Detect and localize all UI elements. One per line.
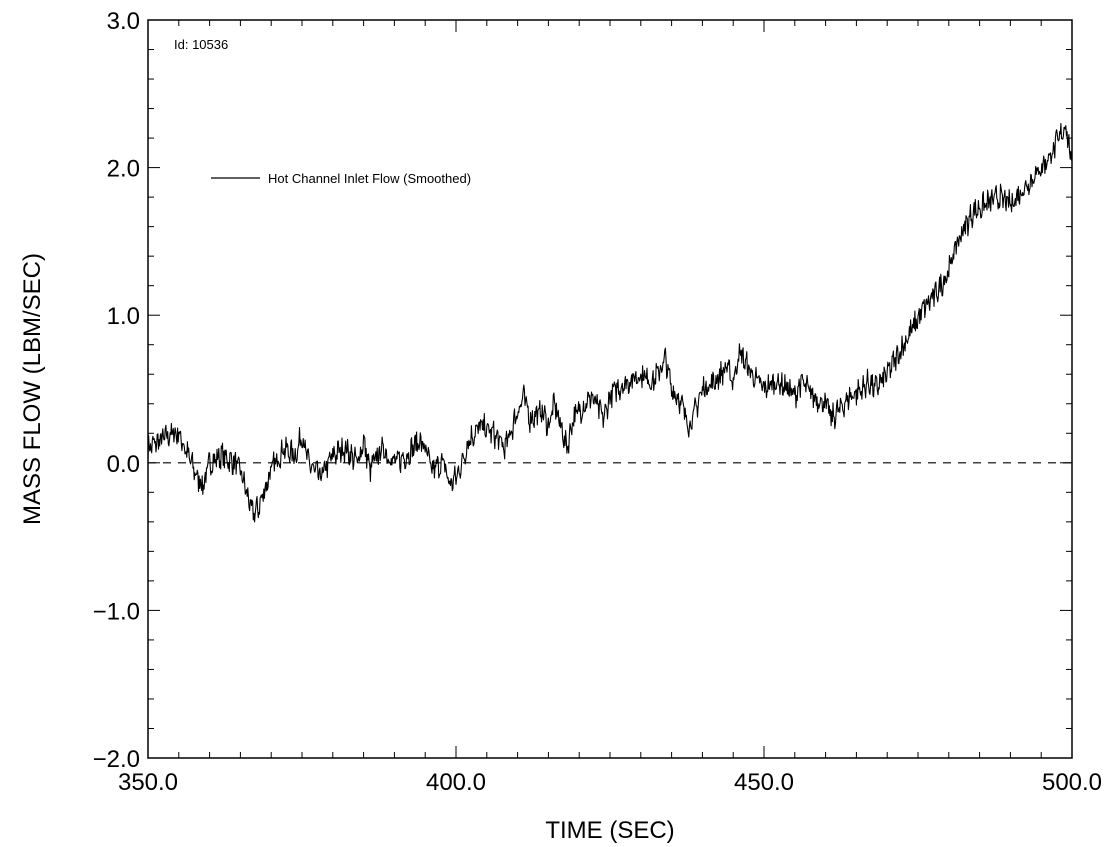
tick-labels: 350.0 400.0 450.0 500.0 −2.0 −1.0 0.0 1.0 2.0 3.0 (93, 8, 1102, 796)
x-tick-label: 450.0 (734, 769, 794, 796)
y-tick-label: 1.0 (107, 303, 140, 330)
x-tick-label: 500.0 (1042, 769, 1102, 796)
series-layer (147, 122, 1073, 523)
x-tick-label: 400.0 (426, 769, 486, 796)
y-tick-label: −2.0 (93, 746, 140, 773)
series-line-hot-channel-inlet-flow (147, 122, 1073, 523)
y-tick-label: 0.0 (107, 451, 140, 478)
y-tick-label: 2.0 (107, 156, 140, 183)
legend: Hot Channel Inlet Flow (Smoothed) (211, 171, 471, 186)
x-tick-label: 350.0 (118, 769, 178, 796)
legend-entry: Hot Channel Inlet Flow (Smoothed) (268, 171, 471, 186)
y-tick-label: −1.0 (93, 598, 140, 625)
chart-id-annotation: Id: 10536 (174, 37, 228, 52)
y-axis-title: MASS FLOW (LBM/SEC) (19, 253, 46, 525)
x-axis-title: TIME (SEC) (545, 817, 674, 844)
plot-frame (147, 19, 1073, 759)
tick-marks (147, 19, 1073, 759)
y-tick-label: 3.0 (107, 8, 140, 35)
